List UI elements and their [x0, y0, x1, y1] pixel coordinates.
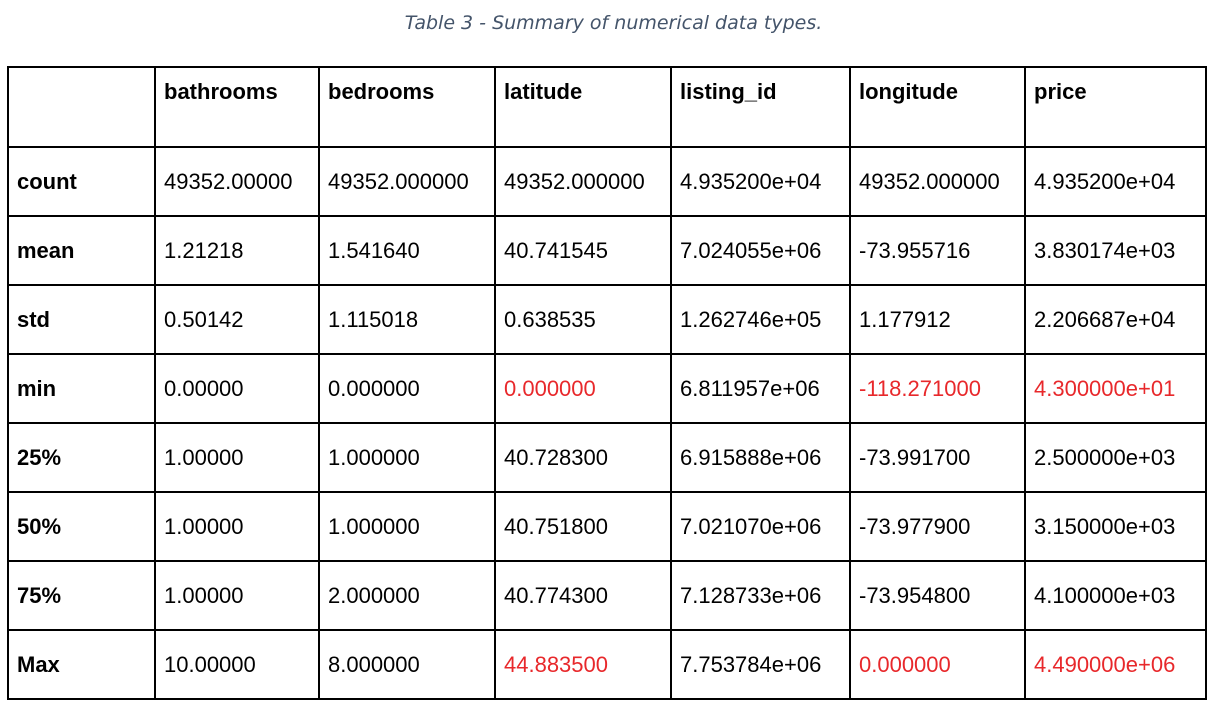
- column-header: longitude: [849, 66, 1026, 148]
- table-cell: 44.883500: [494, 629, 672, 700]
- table-cell: 1.00000: [154, 422, 320, 493]
- table-row: std 0.50142 1.115018 0.638535 1.262746e+05 1.…: [7, 284, 1207, 355]
- table-cell: 0.000000: [318, 353, 496, 424]
- table-cell: 1.21218: [154, 215, 320, 286]
- table-cell: 0.000000: [494, 353, 672, 424]
- table-cell: 1.177912: [849, 284, 1026, 355]
- table-cell: 8.000000: [318, 629, 496, 700]
- table-cell: -73.991700: [849, 422, 1026, 493]
- row-label: mean: [7, 215, 156, 286]
- table-cell: 1.000000: [318, 491, 496, 562]
- row-label: Max: [7, 629, 156, 700]
- table-row: 50% 1.00000 1.000000 40.751800 7.021070e+06-…: [7, 491, 1207, 562]
- table-cell: 4.490000e+06: [1024, 629, 1207, 700]
- table-cell: 49352.00000: [154, 146, 320, 217]
- table-cell: 0.638535: [494, 284, 672, 355]
- table-cell: 3.830174e+03: [1024, 215, 1207, 286]
- table-header-row: bathrooms bedrooms latitude listing_id l…: [7, 66, 1207, 148]
- table-cell: 49352.000000: [849, 146, 1026, 217]
- table-cell: 1.00000: [154, 491, 320, 562]
- table-row: 75% 1.00000 2.000000 40.774300 7.128733e+06-…: [7, 560, 1207, 631]
- table-cell: 1.541640: [318, 215, 496, 286]
- column-header-corner: [7, 66, 156, 148]
- table-cell: 1.115018: [318, 284, 496, 355]
- table-cell: 10.00000: [154, 629, 320, 700]
- table-row: count 49352.00000 49352.000000 49352.000000…: [7, 146, 1207, 217]
- table-cell: 7.021070e+06: [670, 491, 851, 562]
- table-cell: 49352.000000: [494, 146, 672, 217]
- table-cell: 6.811957e+06: [670, 353, 851, 424]
- table-cell: 2.000000: [318, 560, 496, 631]
- column-header: latitude: [494, 66, 672, 148]
- table-cell: 7.024055e+06: [670, 215, 851, 286]
- table-cell: 4.935200e+04: [1024, 146, 1207, 217]
- row-label: 25%: [7, 422, 156, 493]
- table-cell: 4.300000e+01: [1024, 353, 1207, 424]
- table-cell: 1.00000: [154, 560, 320, 631]
- row-label: 50%: [7, 491, 156, 562]
- table-cell: 6.915888e+06: [670, 422, 851, 493]
- table-cell: 40.728300: [494, 422, 672, 493]
- table-cell: 1.262746e+05: [670, 284, 851, 355]
- table-row: Max 10.00000 8.000000 44.883500 7.753784e+06…: [7, 629, 1207, 700]
- table-cell: -118.271000: [849, 353, 1026, 424]
- table-cell: 4.935200e+04: [670, 146, 851, 217]
- table-cell: 0.00000: [154, 353, 320, 424]
- table-cell: 1.000000: [318, 422, 496, 493]
- row-label: std: [7, 284, 156, 355]
- row-label: count: [7, 146, 156, 217]
- table-cell: 0.000000: [849, 629, 1026, 700]
- row-label: 75%: [7, 560, 156, 631]
- column-header: bathrooms: [154, 66, 320, 148]
- row-label: min: [7, 353, 156, 424]
- table-cell: 40.774300: [494, 560, 672, 631]
- table-cell: -73.977900: [849, 491, 1026, 562]
- table-cell: 2.206687e+04: [1024, 284, 1207, 355]
- column-header: listing_id: [670, 66, 851, 148]
- table-cell: 7.128733e+06: [670, 560, 851, 631]
- column-header: bedrooms: [318, 66, 496, 148]
- table-row: mean 1.21218 1.541640 40.741545 7.024055e+06…: [7, 215, 1207, 286]
- table-cell: 7.753784e+06: [670, 629, 851, 700]
- table-cell: 49352.000000: [318, 146, 496, 217]
- table-cell: -73.955716: [849, 215, 1026, 286]
- table-row: min 0.00000 0.000000 0.000000 6.811957e+06 -1…: [7, 353, 1207, 424]
- table-row: 25% 1.00000 1.000000 40.728300 6.915888e+06-…: [7, 422, 1207, 493]
- table-cell: 3.150000e+03: [1024, 491, 1207, 562]
- summary-table: bathrooms bedrooms latitude listing_id l…: [7, 66, 1207, 700]
- table-body: count 49352.00000 49352.000000 49352.000000…: [7, 146, 1207, 700]
- table-cell: 0.50142: [154, 284, 320, 355]
- table-cell: 4.100000e+03: [1024, 560, 1207, 631]
- table-cell: -73.954800: [849, 560, 1026, 631]
- table-caption: Table 3 - Summary of numerical data type…: [404, 12, 823, 34]
- table-cell: 2.500000e+03: [1024, 422, 1207, 493]
- table-cell: 40.751800: [494, 491, 672, 562]
- table-cell: 40.741545: [494, 215, 672, 286]
- column-header: price: [1024, 66, 1207, 148]
